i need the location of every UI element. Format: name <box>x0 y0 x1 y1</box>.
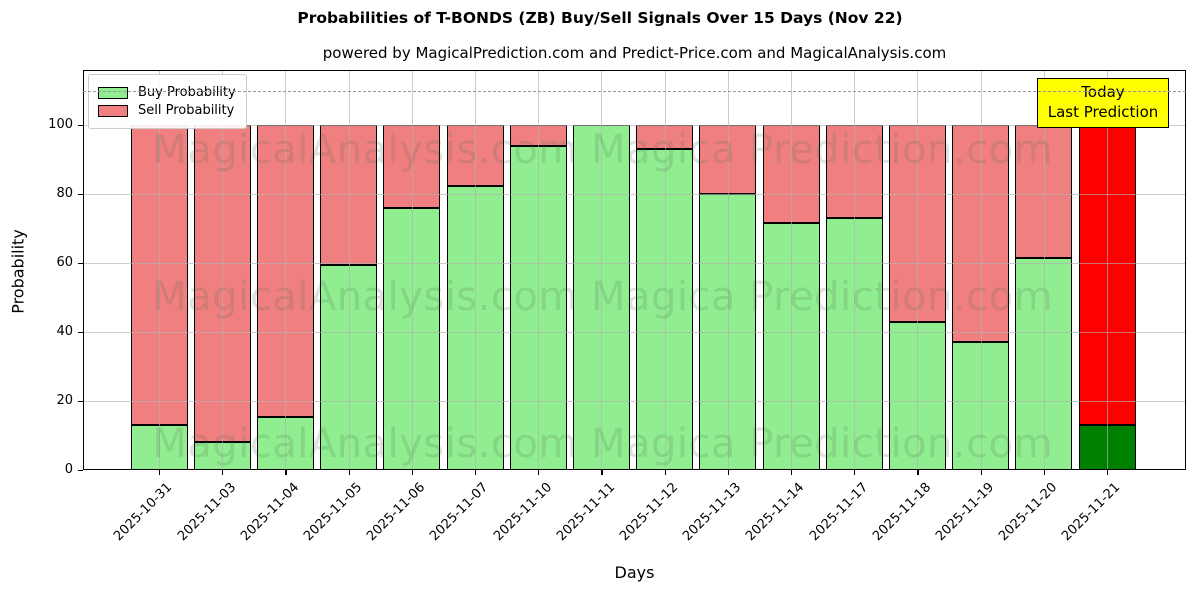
buy-segment <box>1078 425 1136 470</box>
y-tick-mark <box>78 332 83 334</box>
sell-segment <box>1078 125 1136 426</box>
y-tick-label: 100 <box>48 117 73 133</box>
x-tick-label: 2025-10-31 <box>111 480 176 545</box>
buy-segment <box>636 149 694 470</box>
buy-segment <box>888 321 946 470</box>
legend-entry: Sell Probability <box>98 103 236 118</box>
y-tick-mark <box>78 263 83 265</box>
y-tick-label: 40 <box>56 324 73 340</box>
sell-segment <box>193 125 251 443</box>
x-tick-label: 2025-11-19 <box>933 480 998 545</box>
buy-segment <box>509 145 567 470</box>
sell-segment <box>446 125 504 186</box>
buy-segment <box>699 194 757 470</box>
legend-label: Buy Probability <box>138 85 236 100</box>
x-tick-mark <box>727 470 730 475</box>
sell-segment <box>320 125 378 265</box>
x-tick-mark <box>854 470 856 475</box>
buy-segment <box>825 218 883 470</box>
x-tick-label: 2025-11-07 <box>427 480 492 545</box>
legend: Buy Probability Sell Probability <box>88 74 247 129</box>
buy-segment <box>446 185 504 470</box>
x-tick-label: 2025-11-13 <box>680 480 745 545</box>
x-tick-label: 2025-11-06 <box>364 480 429 545</box>
y-tick-mark <box>78 125 83 127</box>
buy-segment <box>383 207 441 470</box>
buy-segment <box>193 442 251 470</box>
legend-swatch-icon <box>98 104 128 117</box>
y-tick-label: 80 <box>56 186 73 202</box>
y-tick-mark <box>78 401 83 403</box>
buy-segment <box>572 125 630 470</box>
x-tick-label: 2025-11-03 <box>174 480 239 545</box>
sell-segment <box>888 125 946 322</box>
y-axis-title: Probability <box>8 229 28 314</box>
x-tick-mark <box>348 470 350 475</box>
x-tick-mark <box>411 470 414 475</box>
x-tick-label: 2025-11-18 <box>869 480 935 545</box>
buy-segment <box>320 264 378 470</box>
x-tick-mark <box>538 470 540 475</box>
x-tick-label: 2025-11-20 <box>996 480 1061 545</box>
x-tick-mark <box>664 470 666 475</box>
x-tick-label: 2025-11-04 <box>237 480 303 545</box>
x-tick-mark <box>1107 470 1109 475</box>
x-tick-mark <box>601 470 603 475</box>
y-tick-label: 60 <box>56 255 73 271</box>
today-annotation-line: Last Prediction <box>1047 103 1159 121</box>
y-tick-mark <box>78 470 83 472</box>
x-tick-mark <box>475 470 477 475</box>
legend-label: Sell Probability <box>138 103 235 118</box>
y-tick-label: 0 <box>64 462 73 477</box>
buy-segment <box>256 416 314 470</box>
buy-segment <box>130 425 188 470</box>
today-annotation-box: Today Last Prediction <box>1037 78 1169 128</box>
sell-segment <box>1015 125 1073 258</box>
sell-segment <box>699 125 757 195</box>
x-tick-mark <box>222 470 224 475</box>
sell-segment <box>636 125 694 150</box>
buy-segment <box>1015 257 1073 470</box>
x-tick-mark <box>1043 470 1046 475</box>
sell-segment <box>509 125 567 146</box>
y-tick-mark <box>78 194 83 196</box>
threshold-dashed-line <box>83 90 1186 92</box>
sell-segment <box>383 125 441 208</box>
buy-segment <box>762 223 820 470</box>
x-tick-label: 2025-11-11 <box>553 480 619 545</box>
x-tick-label: 2025-11-12 <box>617 480 682 545</box>
x-tick-mark <box>159 470 161 475</box>
x-tick-label: 2025-11-10 <box>490 480 555 545</box>
x-tick-label: 2025-11-21 <box>1059 480 1124 545</box>
sell-segment <box>256 125 314 417</box>
x-tick-mark <box>285 470 287 475</box>
sell-segment <box>825 125 883 219</box>
x-tick-mark <box>791 470 793 475</box>
x-tick-label: 2025-11-14 <box>743 480 808 545</box>
sell-segment <box>762 125 820 224</box>
sell-segment <box>130 125 188 426</box>
x-axis-title: Days <box>614 563 655 582</box>
x-tick-label: 2025-11-05 <box>301 480 366 545</box>
buy-segment <box>952 342 1010 470</box>
y-tick-label: 20 <box>56 393 73 409</box>
x-tick-mark <box>980 470 982 475</box>
legend-swatch-icon <box>98 86 128 99</box>
x-tick-label: 2025-11-17 <box>806 480 871 545</box>
legend-entry: Buy Probability <box>98 85 236 100</box>
sell-segment <box>952 125 1010 343</box>
today-annotation-line: Today <box>1081 83 1125 101</box>
chart-subtitle: powered by MagicalPrediction.com and Pre… <box>322 44 947 62</box>
chart-title: Probabilities of T-BONDS (ZB) Buy/Sell S… <box>297 9 903 27</box>
x-tick-mark <box>917 470 919 475</box>
